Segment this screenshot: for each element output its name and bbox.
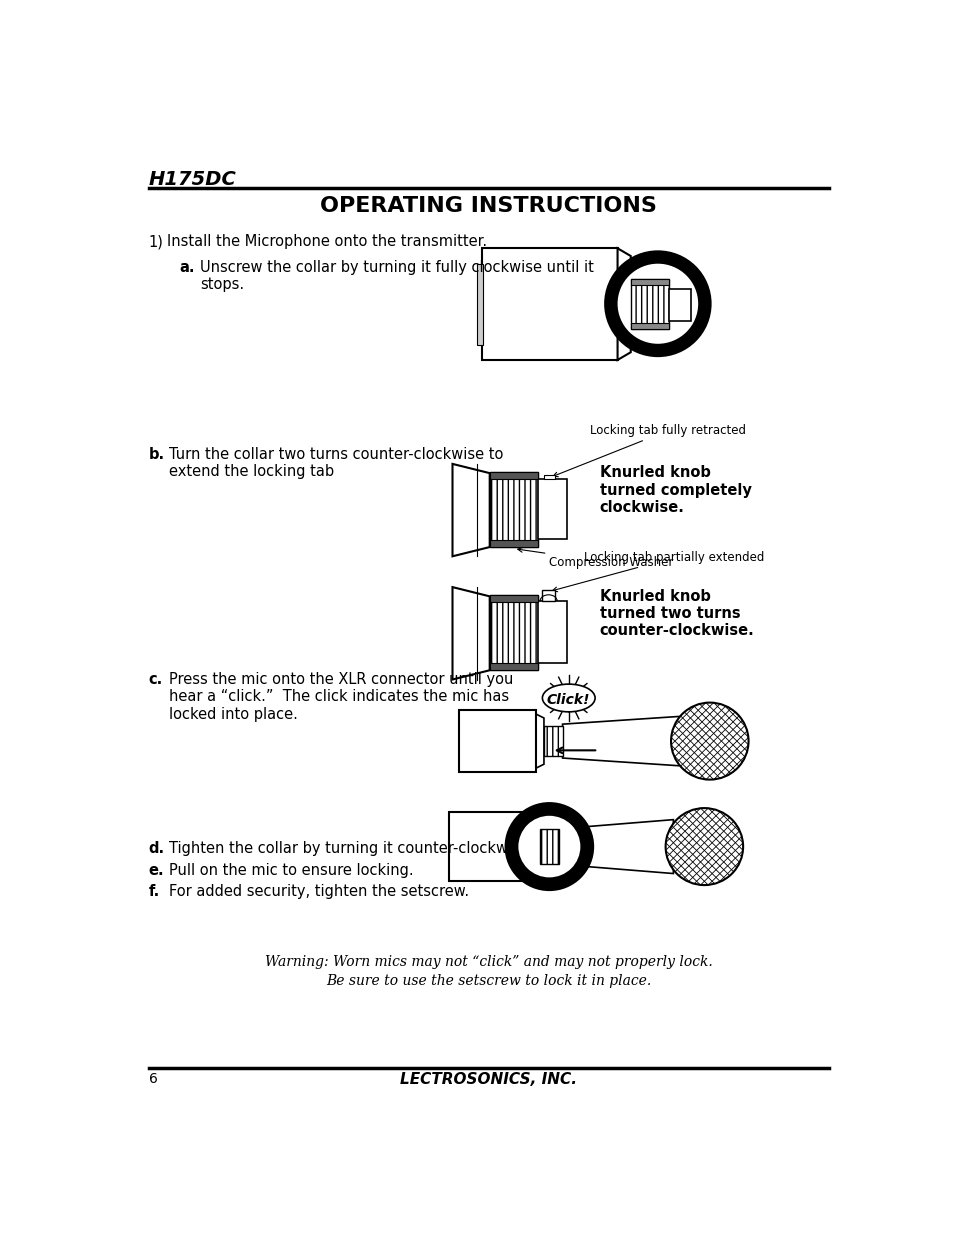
Text: OPERATING INSTRUCTIONS: OPERATING INSTRUCTIONS (320, 196, 657, 216)
Bar (489, 595, 537, 601)
Bar (669, 296, 691, 300)
Text: b.: b. (149, 447, 165, 462)
Text: Locking tab fully retracted: Locking tab fully retracted (553, 424, 745, 477)
Bar (630, 279, 669, 330)
Text: Pull on the mic to ensure locking.: Pull on the mic to ensure locking. (169, 863, 413, 878)
Bar (669, 305, 691, 308)
Bar (630, 279, 669, 330)
Bar (630, 279, 669, 285)
Bar (489, 663, 537, 671)
Text: Warning: Worn mics may not “click” and may not properly lock.: Warning: Worn mics may not “click” and m… (265, 955, 712, 969)
Text: Be sure to use the setscrew to lock it in place.: Be sure to use the setscrew to lock it i… (326, 973, 651, 988)
Text: d.: d. (149, 841, 165, 856)
Polygon shape (617, 248, 630, 359)
Bar (669, 289, 691, 321)
Text: Knurled knob
turned completely
clockwise.: Knurled knob turned completely clockwise… (599, 466, 751, 515)
Bar (630, 324, 669, 330)
Bar (669, 312, 691, 315)
Circle shape (665, 808, 742, 885)
Circle shape (517, 816, 579, 877)
Polygon shape (536, 714, 543, 768)
Bar (476, 264, 483, 345)
Bar (489, 472, 537, 478)
Text: c.: c. (149, 672, 163, 687)
Bar (539, 829, 558, 864)
Text: a.: a. (179, 259, 195, 275)
Polygon shape (542, 590, 555, 601)
Bar (481, 248, 617, 359)
Bar (630, 279, 669, 285)
Bar (489, 540, 537, 547)
Text: Install the Microphone onto the transmitter.: Install the Microphone onto the transmit… (167, 235, 487, 249)
Polygon shape (532, 816, 539, 877)
Text: Compression Washer: Compression Washer (517, 547, 673, 569)
Text: e.: e. (149, 863, 164, 878)
Text: Knurled knob
turned two turns
counter-clockwise.: Knurled knob turned two turns counter-cl… (599, 589, 754, 638)
Polygon shape (452, 587, 489, 679)
Polygon shape (562, 716, 679, 766)
Text: 1): 1) (149, 235, 163, 249)
Bar (669, 289, 691, 293)
Text: LECTROSONICS, INC.: LECTROSONICS, INC. (400, 1072, 577, 1087)
Circle shape (617, 264, 698, 343)
Text: For added security, tighten the setscrew.: For added security, tighten the setscrew… (169, 884, 469, 899)
Text: Locking tab partially extended: Locking tab partially extended (552, 551, 763, 592)
Circle shape (670, 703, 748, 779)
Bar (458, 710, 536, 772)
Bar (448, 811, 532, 882)
Bar (543, 726, 562, 757)
Bar (489, 595, 537, 671)
Ellipse shape (542, 684, 595, 711)
Text: Tighten the collar by turning it counter-clockwise.: Tighten the collar by turning it counter… (169, 841, 533, 856)
Polygon shape (558, 820, 673, 873)
Polygon shape (452, 464, 489, 556)
Bar (669, 289, 691, 321)
Bar (489, 472, 537, 547)
Text: Turn the collar two turns counter-clockwise to
extend the locking tab: Turn the collar two turns counter-clockw… (169, 447, 502, 479)
Text: 6: 6 (149, 1072, 157, 1087)
Bar (537, 479, 567, 540)
Text: f.: f. (149, 884, 160, 899)
Circle shape (604, 252, 710, 356)
Text: Press the mic onto the XLR connector until you
hear a “click.”  The click indica: Press the mic onto the XLR connector unt… (169, 672, 513, 721)
Circle shape (505, 804, 592, 889)
Polygon shape (543, 475, 555, 479)
Text: Unscrew the collar by turning it fully clockwise until it
stops.: Unscrew the collar by turning it fully c… (199, 259, 593, 293)
Bar (537, 601, 567, 662)
Text: Click!: Click! (546, 693, 590, 706)
Text: H175DC: H175DC (149, 169, 236, 189)
Bar (539, 829, 558, 864)
Bar (630, 324, 669, 330)
